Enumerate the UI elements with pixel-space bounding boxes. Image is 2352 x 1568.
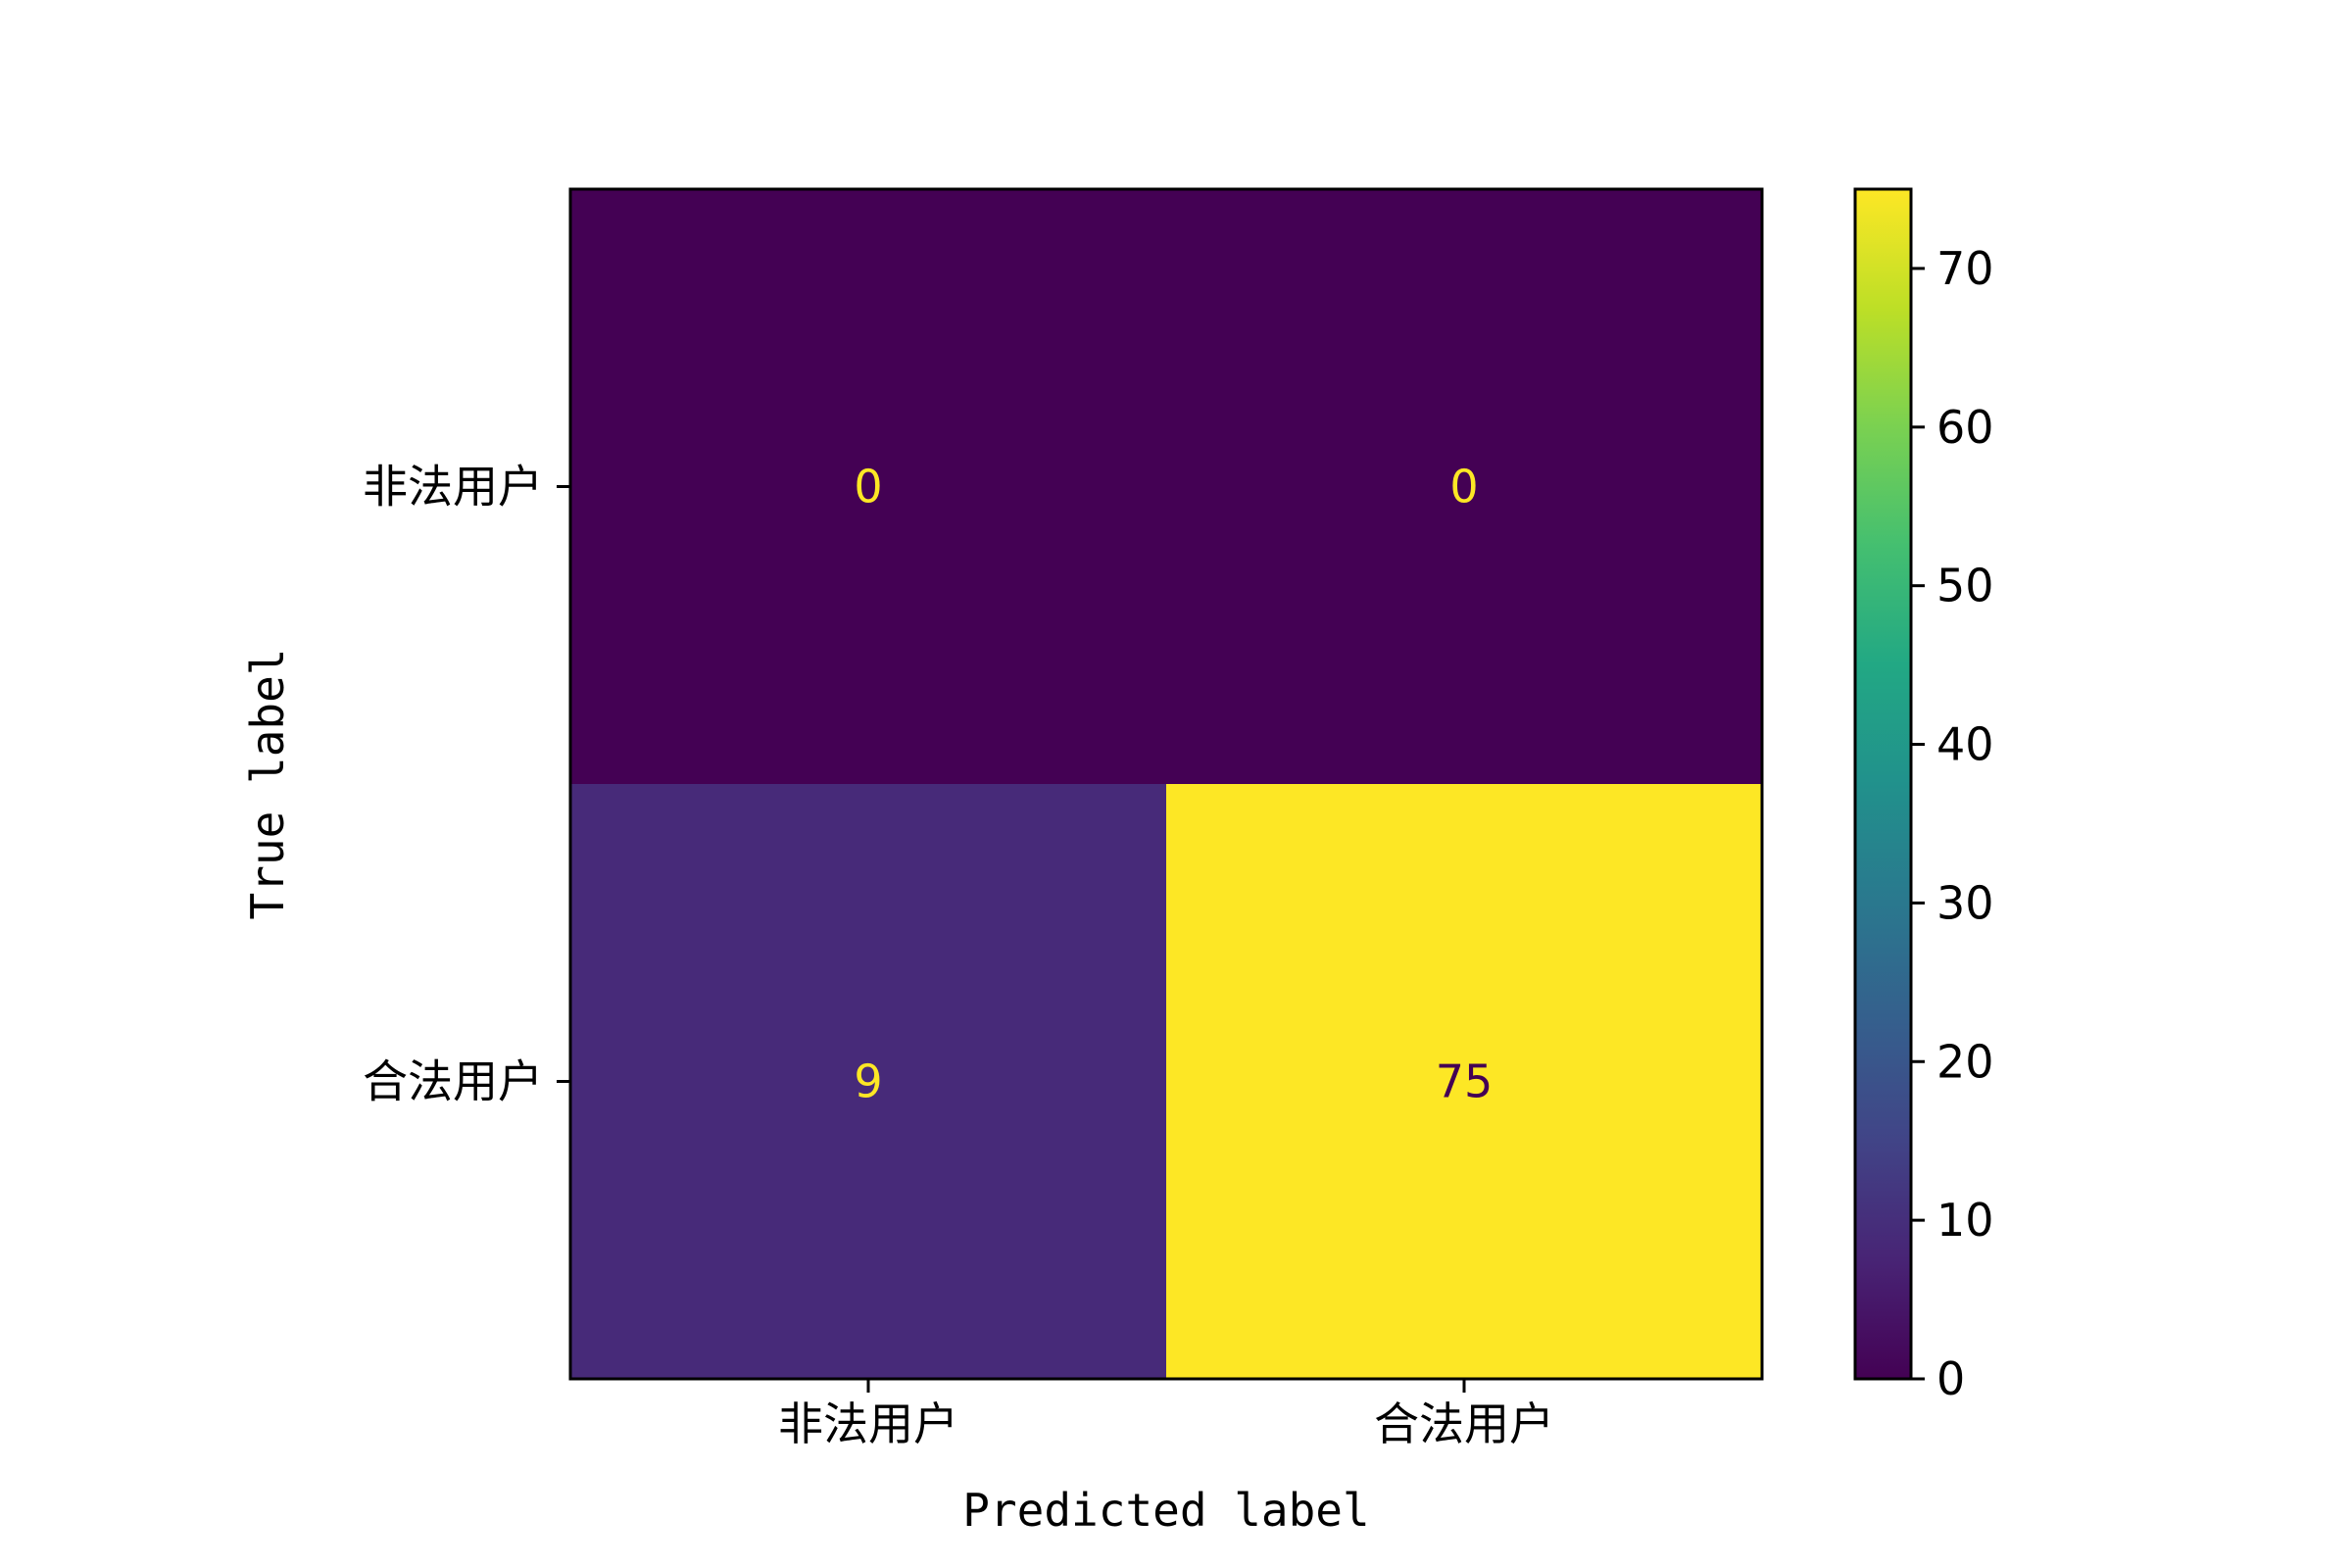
y-tick-label: 合法用户 [363, 1055, 543, 1108]
colorbar-tick-label: 20 [1936, 1035, 1994, 1088]
colorbar-tick-label: 10 [1936, 1194, 1994, 1247]
colorbar-tick-label: 50 [1936, 560, 1994, 612]
y-axis-title: True label [241, 649, 294, 920]
plot-frame [568, 187, 1764, 1381]
x-tick-label: 合法用户 [1374, 1397, 1554, 1450]
colorbar-tick-label: 30 [1936, 876, 1994, 929]
heatmap-cell [1166, 784, 1763, 1380]
heatmap-cell [570, 189, 1167, 785]
colorbar-tick-label: 70 [1936, 242, 1994, 295]
x-axis-ticks: 非法用户 合法用户 [778, 1379, 1554, 1450]
colorbar-tick-label: 0 [1936, 1352, 1965, 1405]
x-axis-title: Predicted label [962, 1484, 1369, 1537]
y-tick-label: 非法用户 [363, 461, 543, 514]
cell-value-label: 0 [1449, 461, 1478, 514]
x-tick-label: 非法用户 [778, 1397, 958, 1450]
cell-values: 0 0 9 75 [854, 461, 1493, 1108]
colorbar-tick-label: 60 [1936, 401, 1994, 454]
colorbar-ticks: 0 10 20 30 40 50 60 70 [1911, 242, 1994, 1405]
cell-value-label: 75 [1436, 1055, 1494, 1108]
heatmap-cell [570, 784, 1167, 1380]
heatmap-cell [1166, 189, 1763, 785]
colorbar [1855, 189, 1911, 1379]
colorbar-frame [1853, 187, 1913, 1381]
cell-value-label: 0 [854, 461, 882, 514]
colorbar-tick-label: 40 [1936, 718, 1994, 771]
heatmap-cells [570, 189, 1763, 1380]
cell-value-label: 9 [854, 1055, 882, 1108]
